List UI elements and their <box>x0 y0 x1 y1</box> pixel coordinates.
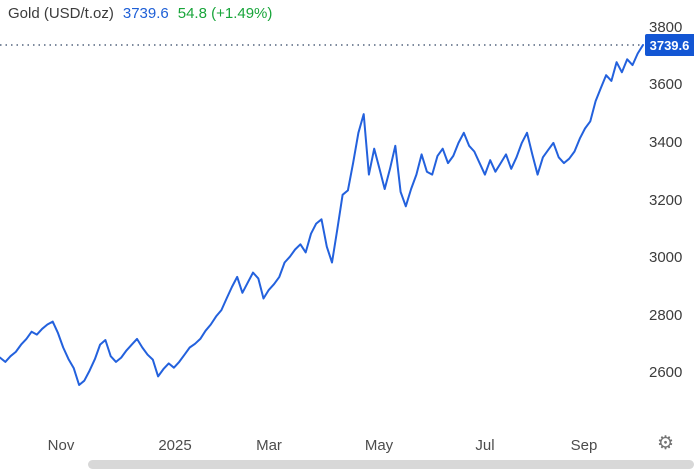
y-axis-tick-label: 2800 <box>649 307 683 324</box>
y-axis: 3800 3600 3400 3200 3000 2800 2600 <box>646 0 694 470</box>
y-axis-tick-label: 3800 <box>649 19 683 36</box>
price-line-chart[interactable] <box>0 0 646 470</box>
h-scrollbar-track[interactable] <box>0 459 694 470</box>
last-price-badge: 3739.6 <box>645 34 694 56</box>
h-scrollbar-thumb[interactable] <box>88 460 694 469</box>
y-axis-tick-label: 3200 <box>649 192 683 209</box>
y-axis-tick-label: 3600 <box>649 76 683 93</box>
y-axis-tick-label: 2600 <box>649 364 683 381</box>
gold-price-line <box>0 44 644 386</box>
settings-gear-icon[interactable]: ⚙ <box>656 433 674 454</box>
chart-header: Gold (USD/t.oz) 3739.6 54.8 (+1.49%) <box>8 5 272 22</box>
y-axis-tick-label: 3000 <box>649 249 683 266</box>
y-axis-tick-label: 3400 <box>649 134 683 151</box>
last-price: 3739.6 <box>122 5 169 22</box>
price-change: 54.8 (+1.49%) <box>177 5 273 22</box>
instrument-name: Gold (USD/t.oz) <box>8 5 114 22</box>
